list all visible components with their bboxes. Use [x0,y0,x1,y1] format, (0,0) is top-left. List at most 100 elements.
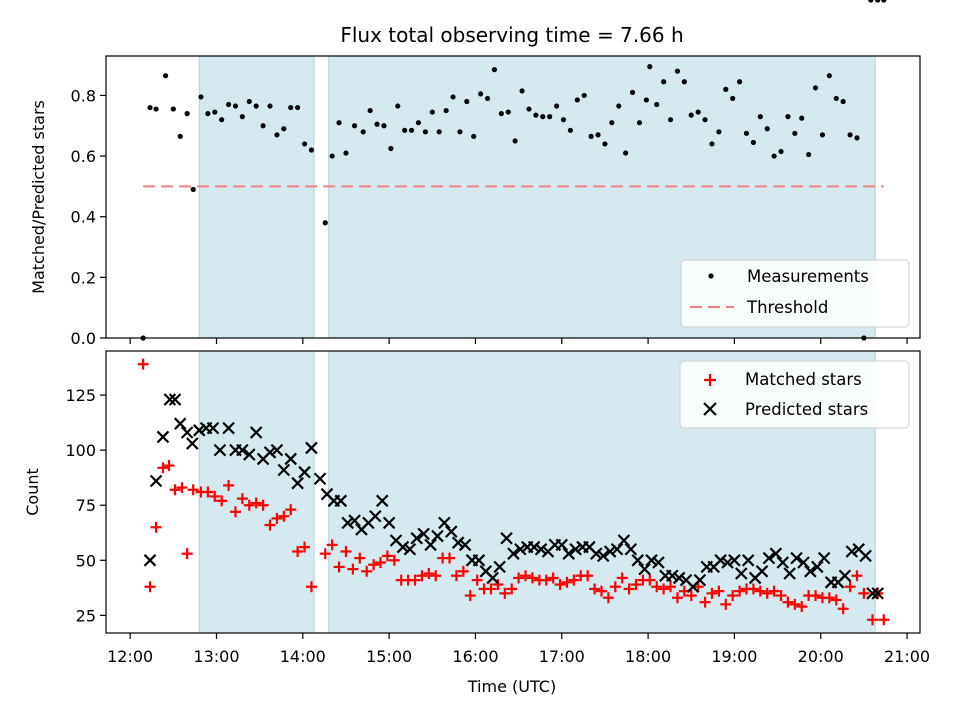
measurement-point [443,107,449,114]
predicted-point [665,569,679,582]
predicted-points [143,393,884,600]
measurement-point [395,103,401,109]
count-panel: 25 50 75 100 125 12:00 13:00 14:00 15:00 16:00 17… [23,350,930,696]
predicted-point [769,547,783,560]
measurement-point [540,114,546,120]
measurement-point [498,111,504,117]
measurement-point [743,130,750,136]
measurement-point [736,79,743,85]
matched-point [450,570,462,582]
x-axis-label: Time (UTC) [467,677,556,696]
matched-point [416,570,428,582]
matched-point [630,579,642,591]
matched-point [823,592,835,604]
measurement-point [190,186,196,193]
matched-point [720,598,732,610]
matched-point [361,565,373,577]
predicted-point [610,543,624,556]
matched-point [347,563,359,575]
measurement-point [253,103,259,109]
matched-point [602,592,614,604]
measurement-point [702,117,708,123]
x-tick-label: 15:00 [366,647,412,666]
measurement-point [352,123,358,129]
predicted-point [186,437,199,450]
measurement-point [471,133,477,139]
predicted-point [417,527,430,541]
measurement-point [812,85,819,91]
measurement-point [654,101,660,108]
matched-point [830,594,842,606]
measurement-point [771,153,777,159]
predicted-point [458,538,472,552]
matched-point [216,495,228,507]
matched-points [137,358,890,626]
predicted-point [652,556,665,569]
predicted-point [603,545,617,558]
predicted-point [156,430,170,444]
matched-point [163,460,175,472]
observing-band [198,55,315,339]
measurement-point [267,103,273,109]
matched-point [264,519,276,531]
measurement-point [567,127,574,133]
predicted-point [624,543,638,556]
predicted-point [149,474,163,488]
measurement-point [553,103,560,109]
ratio-legend: Measurements Threshold [680,259,910,328]
measurement-point [581,92,587,99]
predicted-point [672,571,686,585]
predicted-point [838,569,852,582]
predicted-point [790,551,803,565]
measurement-point [602,141,608,147]
predicted-point [562,547,575,560]
predicted-point [424,538,437,552]
predicted-point [298,465,311,479]
measurement-point [512,138,518,144]
matched-point [319,548,331,560]
predicted-point [369,509,382,523]
matched-point [713,585,725,597]
ratio-panel: 0.00.20.40.60.8 Matched/Predicted stars … [29,0,921,348]
predicted-point [859,549,872,563]
matched-point [782,596,794,608]
measurement-point [436,129,442,135]
measurement-point [840,98,846,105]
ratio-x-ticks [129,338,908,344]
measurement-point [819,132,826,138]
predicted-point [596,549,610,563]
predicted-point [206,421,220,435]
matched-point [775,590,787,602]
x-tick-label: 13:00 [193,647,239,666]
x-tick-label: 16:00 [452,647,498,666]
measurement-point [288,104,294,111]
predicted-point [291,476,304,490]
matched-point [150,521,162,533]
y-tick-label: 25 [76,606,96,625]
predicted-point [249,426,263,439]
predicted-point [180,426,194,439]
chart-title: Flux total observing time = 7.66 h [340,23,683,47]
y-tick-label: 0.6 [71,147,96,166]
ratio-panel-frame [105,55,921,339]
measurement-point [764,126,770,132]
y-tick-label: 100 [65,441,96,460]
measurement-point [661,79,667,85]
measurement-point [198,94,204,100]
matched-point [471,574,483,586]
measurement-point [343,150,349,156]
predicted-point [486,571,499,585]
predicted-point [866,587,879,600]
matched-point [768,585,780,597]
count-legend-box [679,360,910,429]
predicted-point [163,393,177,406]
predicted-point [755,565,769,578]
matched-point [144,581,156,593]
predicted-point [500,531,513,545]
predicted-point [811,560,824,574]
predicted-point [313,472,327,486]
matched-point [374,557,386,568]
measurement-point [609,120,615,126]
predicted-point [735,567,748,580]
